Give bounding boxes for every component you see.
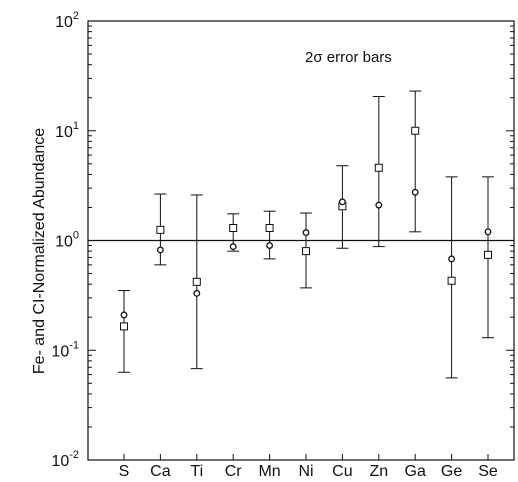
x-tick-label: Ca (150, 463, 171, 480)
x-tick-label: Ga (405, 463, 426, 480)
data-point-circle (411, 188, 419, 196)
data-point-square (447, 276, 456, 285)
y-tick-label: 102 (55, 10, 79, 31)
data-point-square (411, 126, 420, 135)
x-axis-ticks: S Ca Ti Cr Mn Ni Cu Zn Ga Ge Se (119, 454, 498, 480)
x-tick-label: Se (478, 463, 498, 480)
y-axis-label: Fe- and CI-Normalized Abundance (31, 128, 48, 374)
data-point-circle (484, 228, 492, 236)
data-point-square (302, 247, 310, 256)
data-point-circle (375, 201, 383, 209)
data-point-circle (229, 243, 237, 251)
data-point-square (484, 250, 492, 259)
data-point-circle (120, 311, 128, 319)
data-point-circle (156, 246, 164, 254)
data-point-circle (193, 289, 201, 297)
x-tick-label: S (119, 463, 130, 480)
data-point-square (120, 322, 128, 331)
x-tick-label: Zn (369, 463, 388, 480)
y-tick-label: 10-2 (51, 449, 79, 470)
y-tick-label: 101 (55, 120, 79, 141)
x-tick-label: Ti (190, 463, 203, 480)
data-point-circle (266, 242, 274, 249)
data-point-square (265, 223, 274, 232)
error-bars (118, 90, 494, 379)
x-tick-label: Ni (298, 463, 313, 480)
data-point-square (192, 277, 201, 286)
annotation-error-bars: 2σ error bars (305, 49, 392, 66)
data-point-square (156, 225, 165, 234)
data-point-circle (338, 198, 346, 206)
x-tick-label: Ge (441, 463, 462, 480)
data-point-square (374, 163, 383, 172)
x-tick-label: Cr (225, 463, 243, 480)
y-tick-label: 100 (55, 230, 79, 251)
data-point-circle (302, 229, 310, 237)
data-point-circle (448, 255, 456, 263)
data-markers (120, 126, 492, 331)
data-point-square (229, 223, 238, 232)
y-tick-label: 10-1 (51, 339, 79, 360)
x-tick-label: Mn (258, 463, 280, 480)
x-tick-label: Cu (332, 463, 352, 480)
